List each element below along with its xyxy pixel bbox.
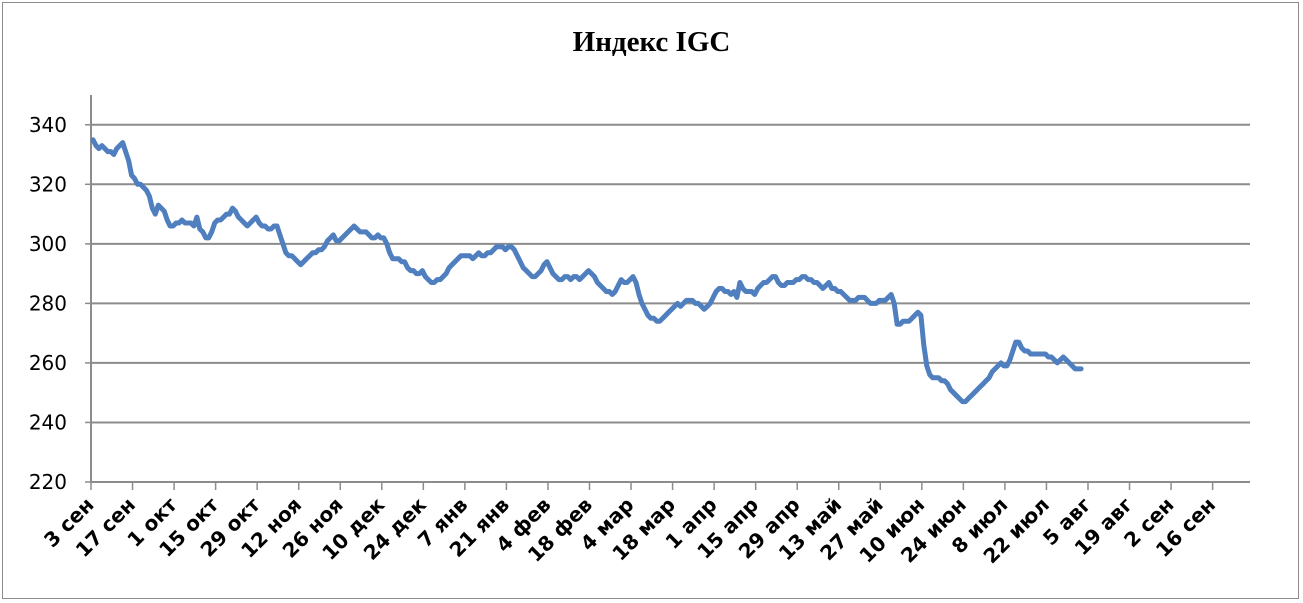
y-tick-label: 320 — [29, 172, 67, 196]
y-tick-label: 340 — [29, 113, 67, 137]
y-axis-ticks: 220 240 260 280 300 320 340 — [29, 113, 91, 494]
y-tick-label: 280 — [29, 291, 67, 315]
axes — [90, 95, 1250, 483]
y-tick-label: 260 — [29, 351, 67, 375]
series-line-igc — [90, 137, 1084, 405]
y-tick-label: 220 — [29, 470, 67, 494]
y-tick-label: 300 — [29, 232, 67, 256]
y-tick-label: 240 — [29, 410, 67, 434]
chart-title: Индекс IGC — [572, 26, 731, 58]
grid-lines — [91, 123, 1250, 424]
series-group — [90, 137, 1084, 405]
